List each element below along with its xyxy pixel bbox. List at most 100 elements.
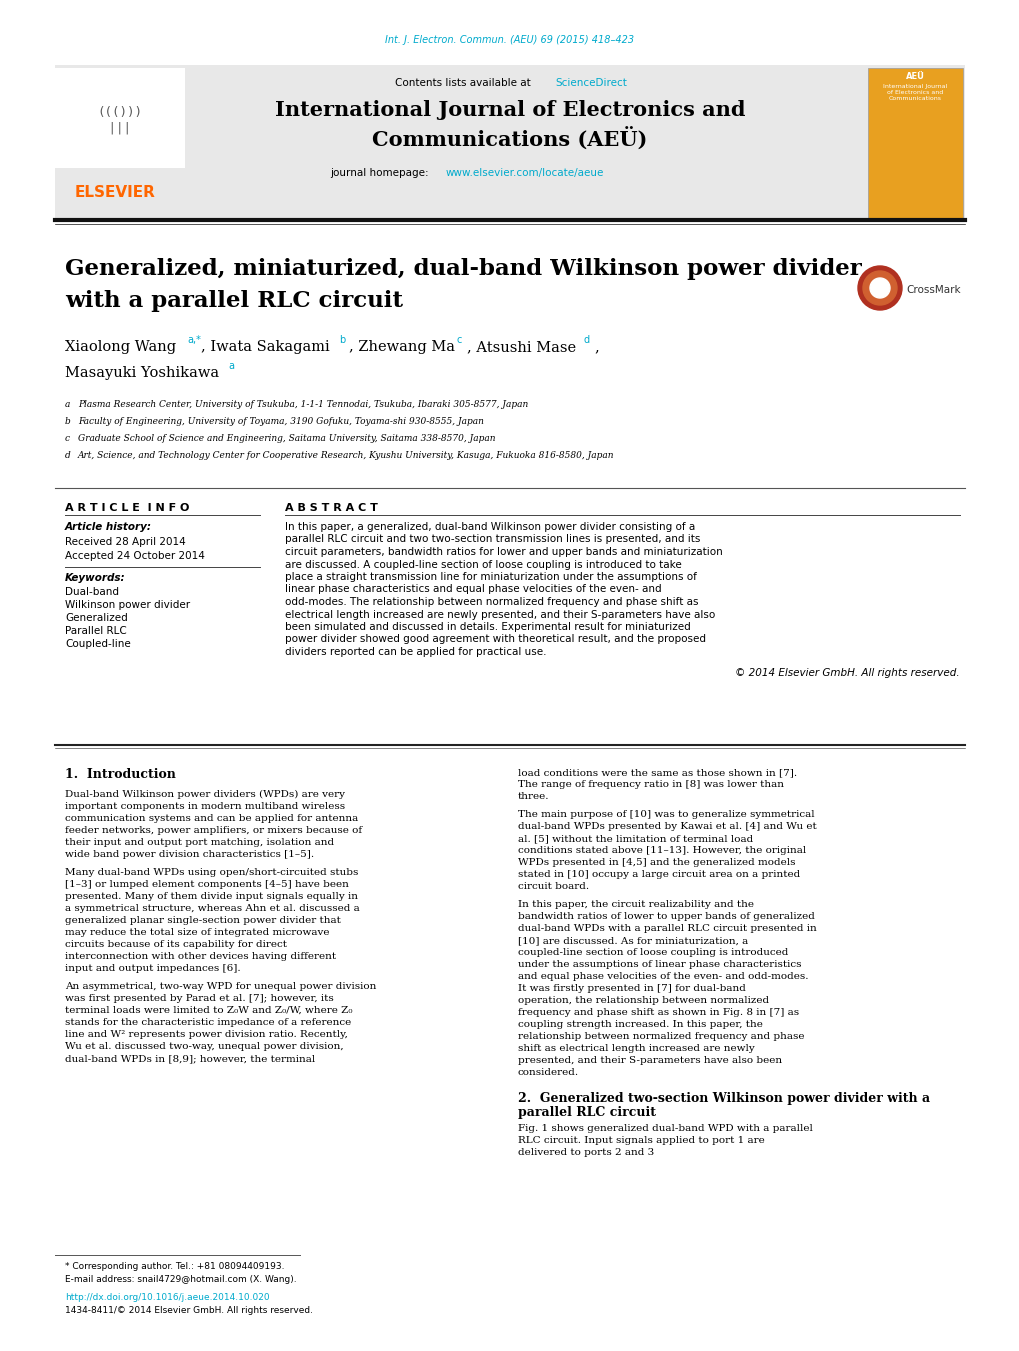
Text: A B S T R A C T: A B S T R A C T	[284, 503, 377, 513]
Text: Generalized, miniaturized, dual-band Wilkinson power divider: Generalized, miniaturized, dual-band Wil…	[65, 258, 861, 280]
Text: dividers reported can be applied for practical use.: dividers reported can be applied for pra…	[284, 647, 546, 657]
Text: Wu et al. discussed two-way, unequal power division,: Wu et al. discussed two-way, unequal pow…	[65, 1042, 343, 1051]
Text: communication systems and can be applied for antenna: communication systems and can be applied…	[65, 815, 358, 823]
Text: electrical length increased are newly presented, and their S-parameters have als: electrical length increased are newly pr…	[284, 609, 714, 620]
Text: [1–3] or lumped element components [4–5] have been: [1–3] or lumped element components [4–5]…	[65, 880, 348, 889]
Text: presented, and their S-parameters have also been: presented, and their S-parameters have a…	[518, 1056, 782, 1065]
Text: stated in [10] occupy a large circuit area on a printed: stated in [10] occupy a large circuit ar…	[518, 870, 800, 880]
Text: coupling strength increased. In this paper, the: coupling strength increased. In this pap…	[518, 1020, 762, 1029]
Text: with a parallel RLC circuit: with a parallel RLC circuit	[65, 290, 403, 312]
Text: Plasma Research Center, University of Tsukuba, 1-1-1 Tennodai, Tsukuba, Ibaraki : Plasma Research Center, University of Ts…	[77, 400, 528, 409]
Text: important components in modern multiband wireless: important components in modern multiband…	[65, 802, 344, 811]
Text: The main purpose of [10] was to generalize symmetrical: The main purpose of [10] was to generali…	[518, 811, 814, 819]
Text: It was firstly presented in [7] for dual-band: It was firstly presented in [7] for dual…	[518, 984, 745, 993]
Text: 2.  Generalized two-section Wilkinson power divider with a: 2. Generalized two-section Wilkinson pow…	[518, 1092, 929, 1105]
Text: Dual-band Wilkinson power dividers (WPDs) are very: Dual-band Wilkinson power dividers (WPDs…	[65, 790, 344, 800]
Text: b: b	[65, 417, 70, 426]
Text: WPDs presented in [4,5] and the generalized models: WPDs presented in [4,5] and the generali…	[518, 858, 795, 867]
Text: a symmetrical structure, whereas Ahn et al. discussed a: a symmetrical structure, whereas Ahn et …	[65, 904, 360, 913]
Circle shape	[862, 272, 896, 305]
Text: www.elsevier.com/locate/aeue: www.elsevier.com/locate/aeue	[445, 168, 604, 178]
Text: Accepted 24 October 2014: Accepted 24 October 2014	[65, 551, 205, 561]
Text: presented. Many of them divide input signals equally in: presented. Many of them divide input sig…	[65, 892, 358, 901]
Text: In this paper, a generalized, dual-band Wilkinson power divider consisting of a: In this paper, a generalized, dual-band …	[284, 521, 695, 532]
Text: a: a	[65, 400, 70, 409]
Text: Communications (AEÜ): Communications (AEÜ)	[372, 128, 647, 151]
Text: Dual-band: Dual-band	[65, 586, 119, 597]
Text: Received 28 April 2014: Received 28 April 2014	[65, 536, 185, 547]
Text: coupled-line section of loose coupling is introduced: coupled-line section of loose coupling i…	[518, 948, 788, 957]
Text: ELSEVIER: ELSEVIER	[75, 185, 156, 200]
Text: dual-band WPDs presented by Kawai et al. [4] and Wu et: dual-band WPDs presented by Kawai et al.…	[518, 821, 816, 831]
Text: generalized planar single-section power divider that: generalized planar single-section power …	[65, 916, 340, 925]
Text: considered.: considered.	[518, 1069, 579, 1077]
Text: 1434-8411/© 2014 Elsevier GmbH. All rights reserved.: 1434-8411/© 2014 Elsevier GmbH. All righ…	[65, 1306, 313, 1315]
Text: , Zhewang Ma: , Zhewang Ma	[348, 340, 454, 354]
Text: b: b	[338, 335, 344, 345]
Text: circuit board.: circuit board.	[518, 882, 589, 892]
Text: ScienceDirect: ScienceDirect	[554, 78, 627, 88]
Text: circuits because of its capability for direct: circuits because of its capability for d…	[65, 940, 286, 948]
Text: linear phase characteristics and equal phase velocities of the even- and: linear phase characteristics and equal p…	[284, 585, 661, 594]
Text: Coupled-line: Coupled-line	[65, 639, 130, 648]
Text: d: d	[65, 451, 70, 459]
Text: was first presented by Parad et al. [7]; however, its: was first presented by Parad et al. [7];…	[65, 994, 333, 1002]
Text: A R T I C L E  I N F O: A R T I C L E I N F O	[65, 503, 190, 513]
Text: may reduce the total size of integrated microwave: may reduce the total size of integrated …	[65, 928, 329, 938]
Text: CrossMark: CrossMark	[905, 285, 960, 295]
Bar	[55, 68, 184, 168]
Text: Keywords:: Keywords:	[65, 573, 125, 584]
Text: Wilkinson power divider: Wilkinson power divider	[65, 600, 190, 611]
Text: place a straight transmission line for miniaturization under the assumptions of: place a straight transmission line for m…	[284, 571, 696, 582]
Text: power divider showed good agreement with theoretical result, and the proposed: power divider showed good agreement with…	[284, 635, 705, 644]
Text: dual-band WPDs with a parallel RLC circuit presented in: dual-band WPDs with a parallel RLC circu…	[518, 924, 816, 934]
Text: [10] are discussed. As for miniaturization, a: [10] are discussed. As for miniaturizati…	[518, 936, 748, 944]
Text: d: d	[584, 335, 590, 345]
Text: http://dx.doi.org/10.1016/j.aeue.2014.10.020: http://dx.doi.org/10.1016/j.aeue.2014.10…	[65, 1293, 269, 1302]
Text: under the assumptions of linear phase characteristics: under the assumptions of linear phase ch…	[518, 961, 801, 969]
Text: wide band power division characteristics [1–5].: wide band power division characteristics…	[65, 850, 314, 859]
Text: dual-band WPDs in [8,9]; however, the terminal: dual-band WPDs in [8,9]; however, the te…	[65, 1054, 315, 1063]
Text: Parallel RLC: Parallel RLC	[65, 626, 126, 636]
Bar	[55, 65, 964, 220]
Text: Xiaolong Wang: Xiaolong Wang	[65, 340, 176, 354]
Text: Masayuki Yoshikawa: Masayuki Yoshikawa	[65, 366, 219, 380]
Text: frequency and phase shift as shown in Fig. 8 in [7] as: frequency and phase shift as shown in Fi…	[518, 1008, 798, 1017]
Text: journal homepage:: journal homepage:	[330, 168, 431, 178]
Text: * Corresponding author. Tel.: +81 08094409193.: * Corresponding author. Tel.: +81 080944…	[65, 1262, 284, 1271]
Text: conditions stated above [11–13]. However, the original: conditions stated above [11–13]. However…	[518, 846, 805, 855]
Text: three.: three.	[518, 792, 549, 801]
Text: shift as electrical length increased are newly: shift as electrical length increased are…	[518, 1044, 754, 1052]
Text: Contents lists available at: Contents lists available at	[394, 78, 534, 88]
Text: relationship between normalized frequency and phase: relationship between normalized frequenc…	[518, 1032, 804, 1042]
Text: operation, the relationship between normalized: operation, the relationship between norm…	[518, 996, 768, 1005]
Text: c: c	[65, 434, 70, 443]
Text: An asymmetrical, two-way WPD for unequal power division: An asymmetrical, two-way WPD for unequal…	[65, 982, 376, 992]
Text: feeder networks, power amplifiers, or mixers because of: feeder networks, power amplifiers, or mi…	[65, 825, 362, 835]
Text: parallel RLC circuit and two two-section transmission lines is presented, and it: parallel RLC circuit and two two-section…	[284, 535, 700, 544]
Text: delivered to ports 2 and 3: delivered to ports 2 and 3	[518, 1148, 653, 1156]
Text: Int. J. Electron. Commun. (AEU) 69 (2015) 418–423: Int. J. Electron. Commun. (AEU) 69 (2015…	[385, 35, 634, 45]
Text: Art, Science, and Technology Center for Cooperative Research, Kyushu University,: Art, Science, and Technology Center for …	[77, 451, 613, 459]
Text: bandwidth ratios of lower to upper bands of generalized: bandwidth ratios of lower to upper bands…	[518, 912, 814, 921]
Text: c: c	[457, 335, 462, 345]
Text: al. [5] without the limitation of terminal load: al. [5] without the limitation of termin…	[518, 834, 752, 843]
Text: Generalized: Generalized	[65, 613, 127, 623]
Text: International Journal of Electronics and: International Journal of Electronics and	[274, 100, 745, 120]
Text: load conditions were the same as those shown in [7].: load conditions were the same as those s…	[518, 767, 796, 777]
Text: Graduate School of Science and Engineering, Saitama University, Saitama 338-8570: Graduate School of Science and Engineeri…	[77, 434, 495, 443]
Circle shape	[857, 266, 901, 309]
Text: parallel RLC circuit: parallel RLC circuit	[518, 1106, 655, 1119]
Text: International Journal
of Electronics and
Communications: International Journal of Electronics and…	[882, 84, 947, 100]
Text: Fig. 1 shows generalized dual-band WPD with a parallel: Fig. 1 shows generalized dual-band WPD w…	[518, 1124, 812, 1133]
Text: Many dual-band WPDs using open/short-circuited stubs: Many dual-band WPDs using open/short-cir…	[65, 867, 358, 877]
Text: 1.  Introduction: 1. Introduction	[65, 767, 175, 781]
Text: interconnection with other devices having different: interconnection with other devices havin…	[65, 952, 336, 961]
Text: terminal loads were limited to Z₀W and Z₀/W, where Z₀: terminal loads were limited to Z₀W and Z…	[65, 1006, 353, 1015]
Text: AEÜ: AEÜ	[905, 72, 923, 81]
Text: , Atsushi Mase: , Atsushi Mase	[467, 340, 576, 354]
Text: are discussed. A coupled-line section of loose coupling is introduced to take: are discussed. A coupled-line section of…	[284, 559, 681, 570]
Text: , Iwata Sakagami: , Iwata Sakagami	[201, 340, 329, 354]
Text: Article history:: Article history:	[65, 521, 152, 532]
Text: been simulated and discussed in details. Experimental result for miniaturized: been simulated and discussed in details.…	[284, 621, 690, 632]
